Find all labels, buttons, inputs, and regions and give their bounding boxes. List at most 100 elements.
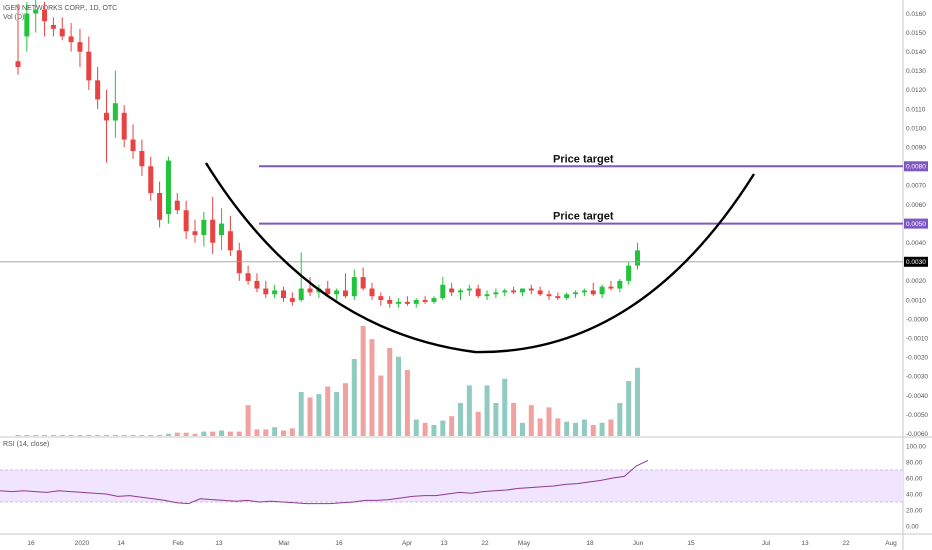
candle-body [519,288,525,293]
candle-body [289,298,295,302]
candle-body [502,290,508,293]
volume-bar [112,435,118,436]
candle-body [263,288,269,295]
candle-body [272,290,278,295]
target-label: Price target [553,211,614,223]
volume-bar [387,348,393,436]
volume-bar [263,429,269,436]
volume-bar [281,430,286,436]
candle-body [537,290,543,295]
volume-bar [289,428,295,436]
volume-bar [68,435,74,436]
target-tag [904,218,928,229]
candle-body [33,9,39,14]
volume-bar [458,403,463,436]
volume-bar [626,381,632,436]
volume-bar [635,367,640,436]
volume-bar [422,422,428,436]
candle-body [325,288,331,295]
volume-bar [325,386,331,436]
price-tick-label: 0.0090 [906,145,926,152]
candle-body [413,300,419,304]
price-tick-label: 0.0040 [906,240,926,247]
volume-bar [148,435,154,436]
volume-bar [360,326,366,436]
time-tick-label: 16 [27,540,35,547]
candle-body [192,231,198,236]
price-tick-label: 0.0160 [906,11,926,18]
time-tick-label: May [518,540,531,547]
volume-bar [608,419,614,436]
volume-bar [396,356,402,436]
symbol-title: IGEN NETWORKS CORP., 1D, OTC [3,5,118,12]
volume-bar [298,392,304,436]
volume-bar [378,375,384,436]
candle-body [130,139,136,152]
candle-body [165,160,171,215]
volume-bar [95,435,101,436]
volume-bar [590,425,596,436]
candle-body [369,288,375,297]
candle-body [307,288,313,293]
time-tick-label: 13 [801,540,809,547]
rsi-label: RSI (14, close) [3,441,50,448]
price-tick-label: -0.0020 [906,355,928,362]
time-tick-label: Feb [172,540,184,547]
volume-bar [573,422,579,436]
candle-body [511,290,517,293]
candle-body [15,61,21,67]
candle-body [157,193,163,220]
volume-bar [77,435,83,436]
rsi-tick-label: 0.00 [906,523,919,530]
volume-bar [192,433,198,436]
volume-bar [440,420,446,436]
volume-bar [254,429,260,436]
volume-bar [511,403,517,436]
volume-bar [369,339,375,436]
candle-body [378,296,384,300]
rsi-tick-label: 100.00 [906,443,926,450]
volume-bar [157,435,163,436]
price-tick-label: 0.0060 [906,202,926,209]
candle-body [404,301,410,304]
rsi-band [0,470,903,502]
candle-body [77,42,83,52]
volume-bar [227,431,233,436]
candle-body [590,290,596,295]
candle-body [201,219,207,236]
price-tick-label: 0.0110 [906,106,926,113]
volume-bar [528,405,534,436]
candle-body [86,51,92,81]
volume-bar [15,435,21,436]
candle-body [298,288,304,300]
time-tick-label: Aug [885,540,897,547]
candle-body [564,294,570,299]
candle-body [351,277,357,297]
volume-bar [555,418,561,436]
candle-body [334,290,340,295]
volume-bar [484,385,490,436]
volume-label: Vol (D) [3,14,25,21]
time-tick-label: 15 [687,540,695,547]
candle-body [219,223,225,236]
volume-bar [219,430,225,436]
target-tag [904,161,928,172]
price-tick-label: -0.0000 [906,316,928,323]
candle-body [599,286,605,295]
candle-body [42,9,48,22]
candle-body [95,80,101,100]
time-tick-label: 2020 [75,540,90,547]
price-tick-label: 0.0140 [906,49,926,56]
volume-bar [413,419,419,436]
price-tick-label: -0.0030 [906,374,928,381]
volume-bar [86,435,92,436]
volume-bar [307,397,313,436]
price-tick-label: -0.0060 [906,431,928,438]
cup-curve [204,162,756,354]
candle-body [546,294,552,297]
volume-bar [236,431,242,436]
volume-bar [581,419,587,436]
current-price-tag [904,256,928,267]
volume-bar [165,433,171,436]
